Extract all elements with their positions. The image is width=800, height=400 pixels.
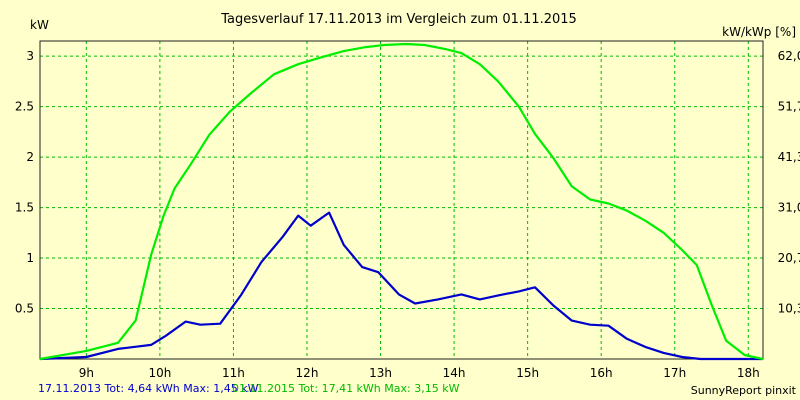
- y-tick-label-right: 41,3: [778, 150, 800, 164]
- y-tick-label-right: 10,3: [778, 302, 800, 316]
- y-tick-label-left: 2: [26, 150, 34, 164]
- right-axis-unit: kW/kWp [%]: [722, 25, 796, 39]
- y-tick-label-right: 20,7: [778, 251, 800, 265]
- x-tick-label: 16h: [590, 366, 613, 380]
- x-tick-label: 17h: [663, 366, 686, 380]
- x-tick-label: 13h: [369, 366, 392, 380]
- y-tick-label-right: 31,0: [778, 201, 800, 215]
- left-axis-unit: kW: [30, 18, 49, 32]
- series-line-01-11-2015: [39, 42, 764, 361]
- y-tick-label-right: 62,0: [778, 49, 800, 63]
- x-tick-label: 14h: [443, 366, 466, 380]
- y-tick-label-right: 51,7: [778, 100, 800, 114]
- x-tick-label: 18h: [737, 366, 760, 380]
- chart-title: Tagesverlauf 17.11.2013 im Vergleich zum…: [220, 12, 577, 27]
- y-tick-label-left: 1.5: [15, 201, 34, 215]
- grid: [39, 40, 764, 360]
- y-tick-label-left: 3: [26, 49, 34, 63]
- legend-2015: 01.11.2015 Tot: 17,41 kWh Max: 3,15 kW: [232, 382, 460, 395]
- tick-labels: 0.5 10,3 1 20,7 1.5 31,0 2 41,3 2.5 51,7 3 62,0 9h 10…: [15, 49, 800, 380]
- y-tick-label-left: 0.5: [15, 302, 34, 316]
- plot-frame: [39, 40, 764, 360]
- series-line-17-11-2013: [39, 211, 763, 361]
- y-tick-label-left: 2.5: [15, 100, 34, 114]
- x-tick-label: 10h: [148, 366, 171, 380]
- credit-text: SunnyReport pinxit: [691, 384, 797, 397]
- series-layer: [39, 42, 764, 361]
- y-tick-label-left: 1: [26, 251, 34, 265]
- legend-2013: 17.11.2013 Tot: 4,64 kWh Max: 1,45 kW: [38, 382, 259, 395]
- x-tick-label: 12h: [296, 366, 319, 380]
- x-tick-label: 9h: [79, 366, 94, 380]
- x-tick-label: 11h: [222, 366, 245, 380]
- plot-area: [40, 41, 763, 359]
- x-tick-label: 15h: [516, 366, 539, 380]
